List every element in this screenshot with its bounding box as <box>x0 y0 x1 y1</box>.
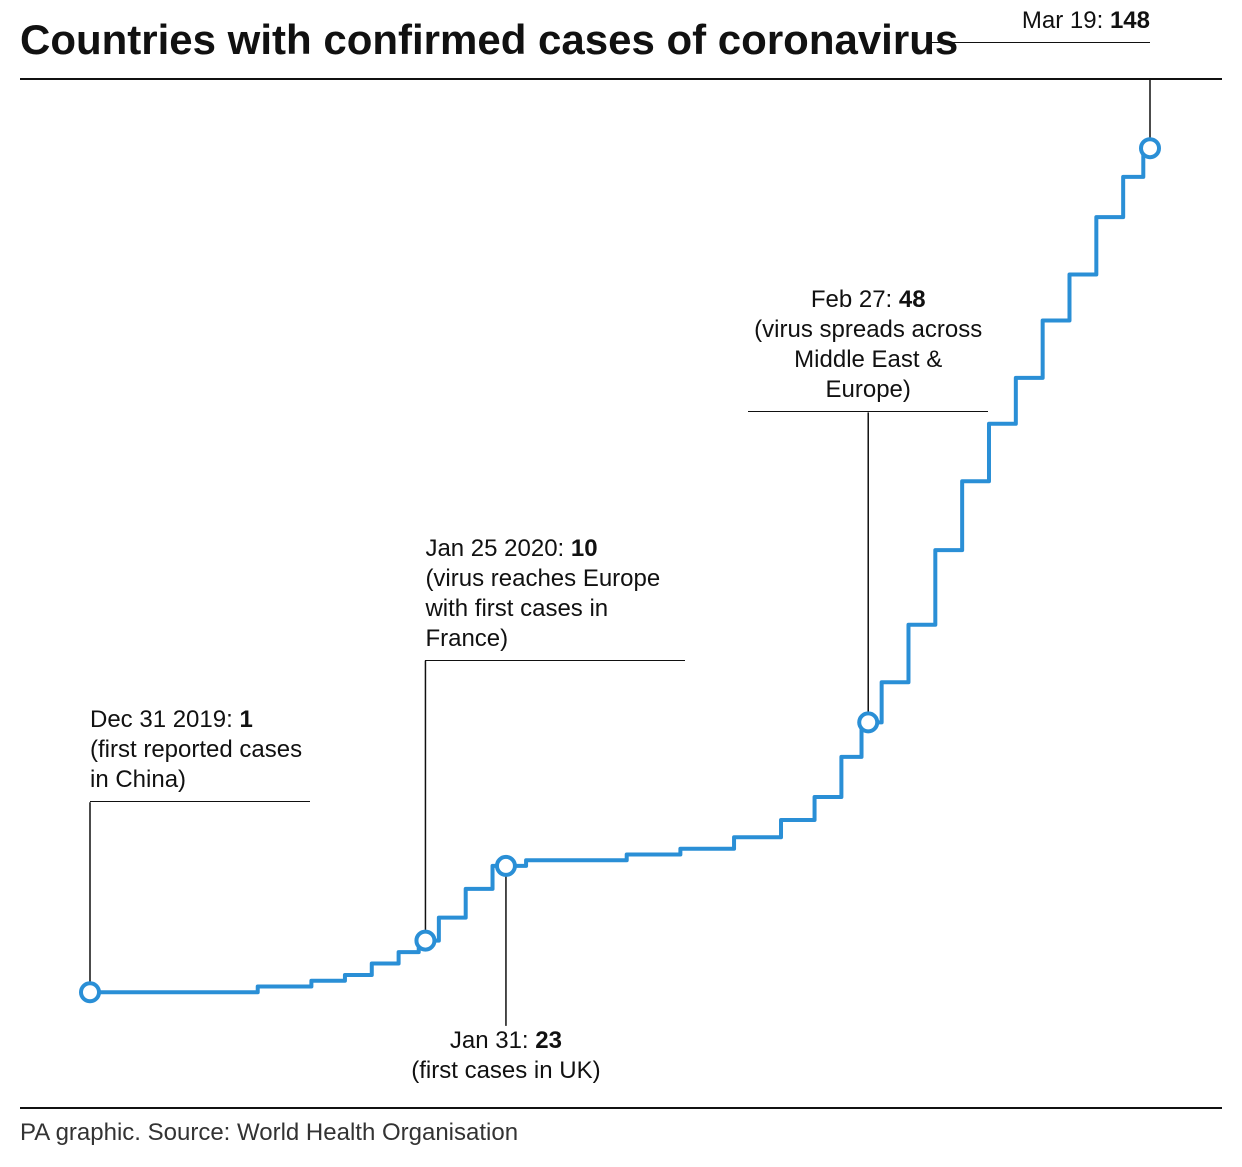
annotation-date: Jan 31: <box>450 1027 535 1054</box>
annotation-mar19: Mar 19: 148 <box>930 6 1150 43</box>
annotation-feb27: Feb 27: 48(virus spreads across Middle E… <box>748 285 988 412</box>
chart-footer: PA graphic. Source: World Health Organis… <box>20 1119 518 1147</box>
annotation-underline <box>930 42 1150 43</box>
data-marker <box>859 713 877 731</box>
annotation-value: 10 <box>571 535 598 562</box>
annotation-jan31: Jan 31: 23(first cases in UK) <box>376 1026 636 1086</box>
annotation-note: (first cases in UK) <box>376 1056 636 1086</box>
annotation-date: Mar 19: <box>1022 7 1110 34</box>
annotation-value: 1 <box>239 706 252 733</box>
data-marker <box>81 983 99 1001</box>
chart-title: Countries with confirmed cases of corona… <box>20 16 958 64</box>
annotation-note: (first reported cases in China) <box>90 735 310 795</box>
annotation-value: 148 <box>1110 7 1150 34</box>
annotation-underline <box>748 411 988 412</box>
annotation-date: Feb 27: <box>811 286 899 313</box>
annotation-jan25: Jan 25 2020: 10(virus reaches Europe wit… <box>425 534 685 661</box>
annotation-note: (virus reaches Europe with first cases i… <box>425 564 685 654</box>
annotation-value: 23 <box>535 1027 562 1054</box>
annotation-date: Dec 31 2019: <box>90 706 239 733</box>
data-marker <box>497 857 515 875</box>
data-marker <box>1141 139 1159 157</box>
annotation-value: 48 <box>899 286 926 313</box>
footer-rule <box>20 1107 1222 1109</box>
annotation-note: (virus spreads across Middle East & Euro… <box>748 315 988 405</box>
annotation-dec31: Dec 31 2019: 1(first reported cases in C… <box>90 705 310 802</box>
chart-container: Countries with confirmed cases of corona… <box>0 0 1242 1167</box>
annotation-underline <box>425 660 685 661</box>
data-marker <box>416 932 434 950</box>
chart-area: Dec 31 2019: 1(first reported cases in C… <box>20 78 1222 1105</box>
annotation-underline <box>90 801 310 802</box>
annotation-date: Jan 25 2020: <box>425 535 570 562</box>
